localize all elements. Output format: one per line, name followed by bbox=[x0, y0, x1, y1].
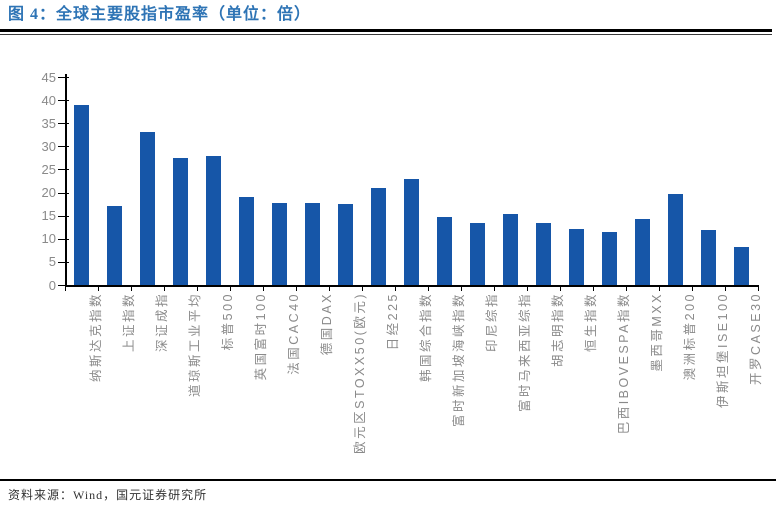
x-axis-tick bbox=[395, 285, 396, 291]
x-axis-category-label: 欧元区STOXX50(欧元) bbox=[353, 292, 367, 454]
y-axis-tick bbox=[58, 285, 69, 286]
y-axis-tick bbox=[58, 261, 69, 263]
y-axis-tick-label: 20 bbox=[41, 185, 56, 201]
x-axis-tick bbox=[560, 285, 561, 291]
x-axis-tick bbox=[428, 285, 429, 291]
x-axis-tick bbox=[164, 285, 165, 291]
bar bbox=[536, 222, 551, 285]
x-axis-tick bbox=[230, 285, 231, 291]
bar bbox=[470, 223, 485, 285]
x-axis-category-label: 标普500 bbox=[221, 292, 235, 351]
y-axis-tick-label: 30 bbox=[41, 138, 56, 154]
x-axis-category-label: 富时新加坡海峡指数 bbox=[452, 292, 466, 428]
y-axis-tick-label: 0 bbox=[48, 277, 56, 293]
y-axis-tick-label: 5 bbox=[48, 254, 56, 270]
x-axis-tick bbox=[65, 285, 66, 291]
bar bbox=[701, 229, 716, 285]
x-axis-tick bbox=[362, 285, 363, 291]
x-axis-line bbox=[65, 285, 759, 287]
x-axis-tick bbox=[626, 285, 627, 291]
source-note: 资料来源：Wind，国元证券研究所 bbox=[8, 488, 208, 502]
bar bbox=[173, 158, 188, 285]
x-axis-tick bbox=[494, 285, 495, 291]
x-axis-category-label: 日经225 bbox=[386, 292, 400, 351]
bar bbox=[404, 178, 419, 285]
y-axis-tick-label: 35 bbox=[41, 115, 56, 131]
bar bbox=[338, 204, 353, 285]
x-axis-category-label: 伊斯坦堡ISE100 bbox=[716, 292, 730, 409]
x-axis-tick bbox=[98, 285, 99, 291]
bar bbox=[74, 105, 89, 285]
x-axis-category-label: 韩国综合指数 bbox=[419, 292, 433, 383]
x-axis-tick bbox=[758, 285, 759, 291]
x-axis-tick bbox=[725, 285, 726, 291]
y-axis-tick-label: 45 bbox=[41, 69, 56, 85]
x-axis-tick bbox=[197, 285, 198, 291]
y-axis-line bbox=[65, 74, 67, 286]
bar-chart: 0 5 10 15 20 25 30 35 40 45 纳斯达克指数 上证指数 深证成指 道琼斯工业平均 标… bbox=[41, 69, 763, 454]
y-axis-tick bbox=[58, 100, 69, 102]
y-axis-tick bbox=[58, 169, 69, 171]
y-axis-tick bbox=[58, 192, 69, 194]
bar bbox=[503, 213, 518, 285]
x-axis-category-label: 富时马来西亚综指 bbox=[518, 292, 532, 413]
y-axis-tick bbox=[58, 77, 69, 78]
x-axis-tick bbox=[659, 285, 660, 291]
y-axis-tick-label: 40 bbox=[41, 92, 56, 108]
x-axis-tick bbox=[263, 285, 264, 291]
y-axis-tick-label: 10 bbox=[41, 231, 56, 247]
y-axis-tick bbox=[58, 146, 69, 148]
bar bbox=[602, 232, 617, 285]
x-axis-tick bbox=[692, 285, 693, 291]
bar bbox=[107, 205, 122, 285]
bar bbox=[569, 228, 584, 285]
x-axis-category-label: 恒生指数 bbox=[584, 292, 598, 353]
y-axis-tick bbox=[58, 123, 69, 125]
bar bbox=[305, 202, 320, 285]
x-axis-category-label: 澳洲标普200 bbox=[683, 292, 697, 381]
x-axis-tick bbox=[527, 285, 528, 291]
bar bbox=[635, 219, 650, 285]
y-axis-tick bbox=[58, 215, 69, 217]
x-axis-category-label: 上证指数 bbox=[122, 292, 136, 353]
bar bbox=[239, 196, 254, 285]
y-axis-tick-label: 25 bbox=[41, 161, 56, 177]
x-axis-category-label: 深证成指 bbox=[155, 292, 169, 353]
x-axis-category-label: 墨西哥MXX bbox=[650, 292, 664, 372]
x-axis-tick bbox=[131, 285, 132, 291]
y-axis-tick bbox=[58, 238, 69, 240]
bar bbox=[734, 247, 749, 285]
bar bbox=[437, 217, 452, 285]
y-axis-tick-label: 15 bbox=[41, 208, 56, 224]
title-divider-thick bbox=[0, 29, 772, 32]
bar bbox=[272, 203, 287, 285]
x-axis-category-label: 胡志明指数 bbox=[551, 292, 565, 368]
footer-divider bbox=[0, 479, 776, 481]
x-axis-tick bbox=[461, 285, 462, 291]
x-axis-category-label: 德国DAX bbox=[320, 292, 334, 356]
x-axis-category-label: 道琼斯工业平均 bbox=[188, 292, 202, 398]
x-axis-tick bbox=[296, 285, 297, 291]
title-divider-thin bbox=[0, 33, 772, 35]
bar bbox=[140, 132, 155, 285]
x-axis-category-label: 法国CAC40 bbox=[287, 292, 301, 375]
figure-title: 图 4：全球主要股指市盈率（单位：倍） bbox=[8, 6, 312, 23]
x-axis-category-label: 巴西IBOVESPA指数 bbox=[617, 292, 631, 435]
bar bbox=[371, 187, 386, 285]
x-axis-category-label: 印尼综指 bbox=[485, 292, 499, 353]
x-axis-tick bbox=[329, 285, 330, 291]
bar bbox=[206, 156, 221, 285]
x-axis-category-label: 纳斯达克指数 bbox=[89, 292, 103, 383]
x-axis-category-label: 开罗CASE30 bbox=[749, 292, 763, 385]
x-axis-category-label: 英国富时100 bbox=[254, 292, 268, 381]
bar bbox=[668, 194, 683, 285]
x-axis-tick bbox=[593, 285, 594, 291]
